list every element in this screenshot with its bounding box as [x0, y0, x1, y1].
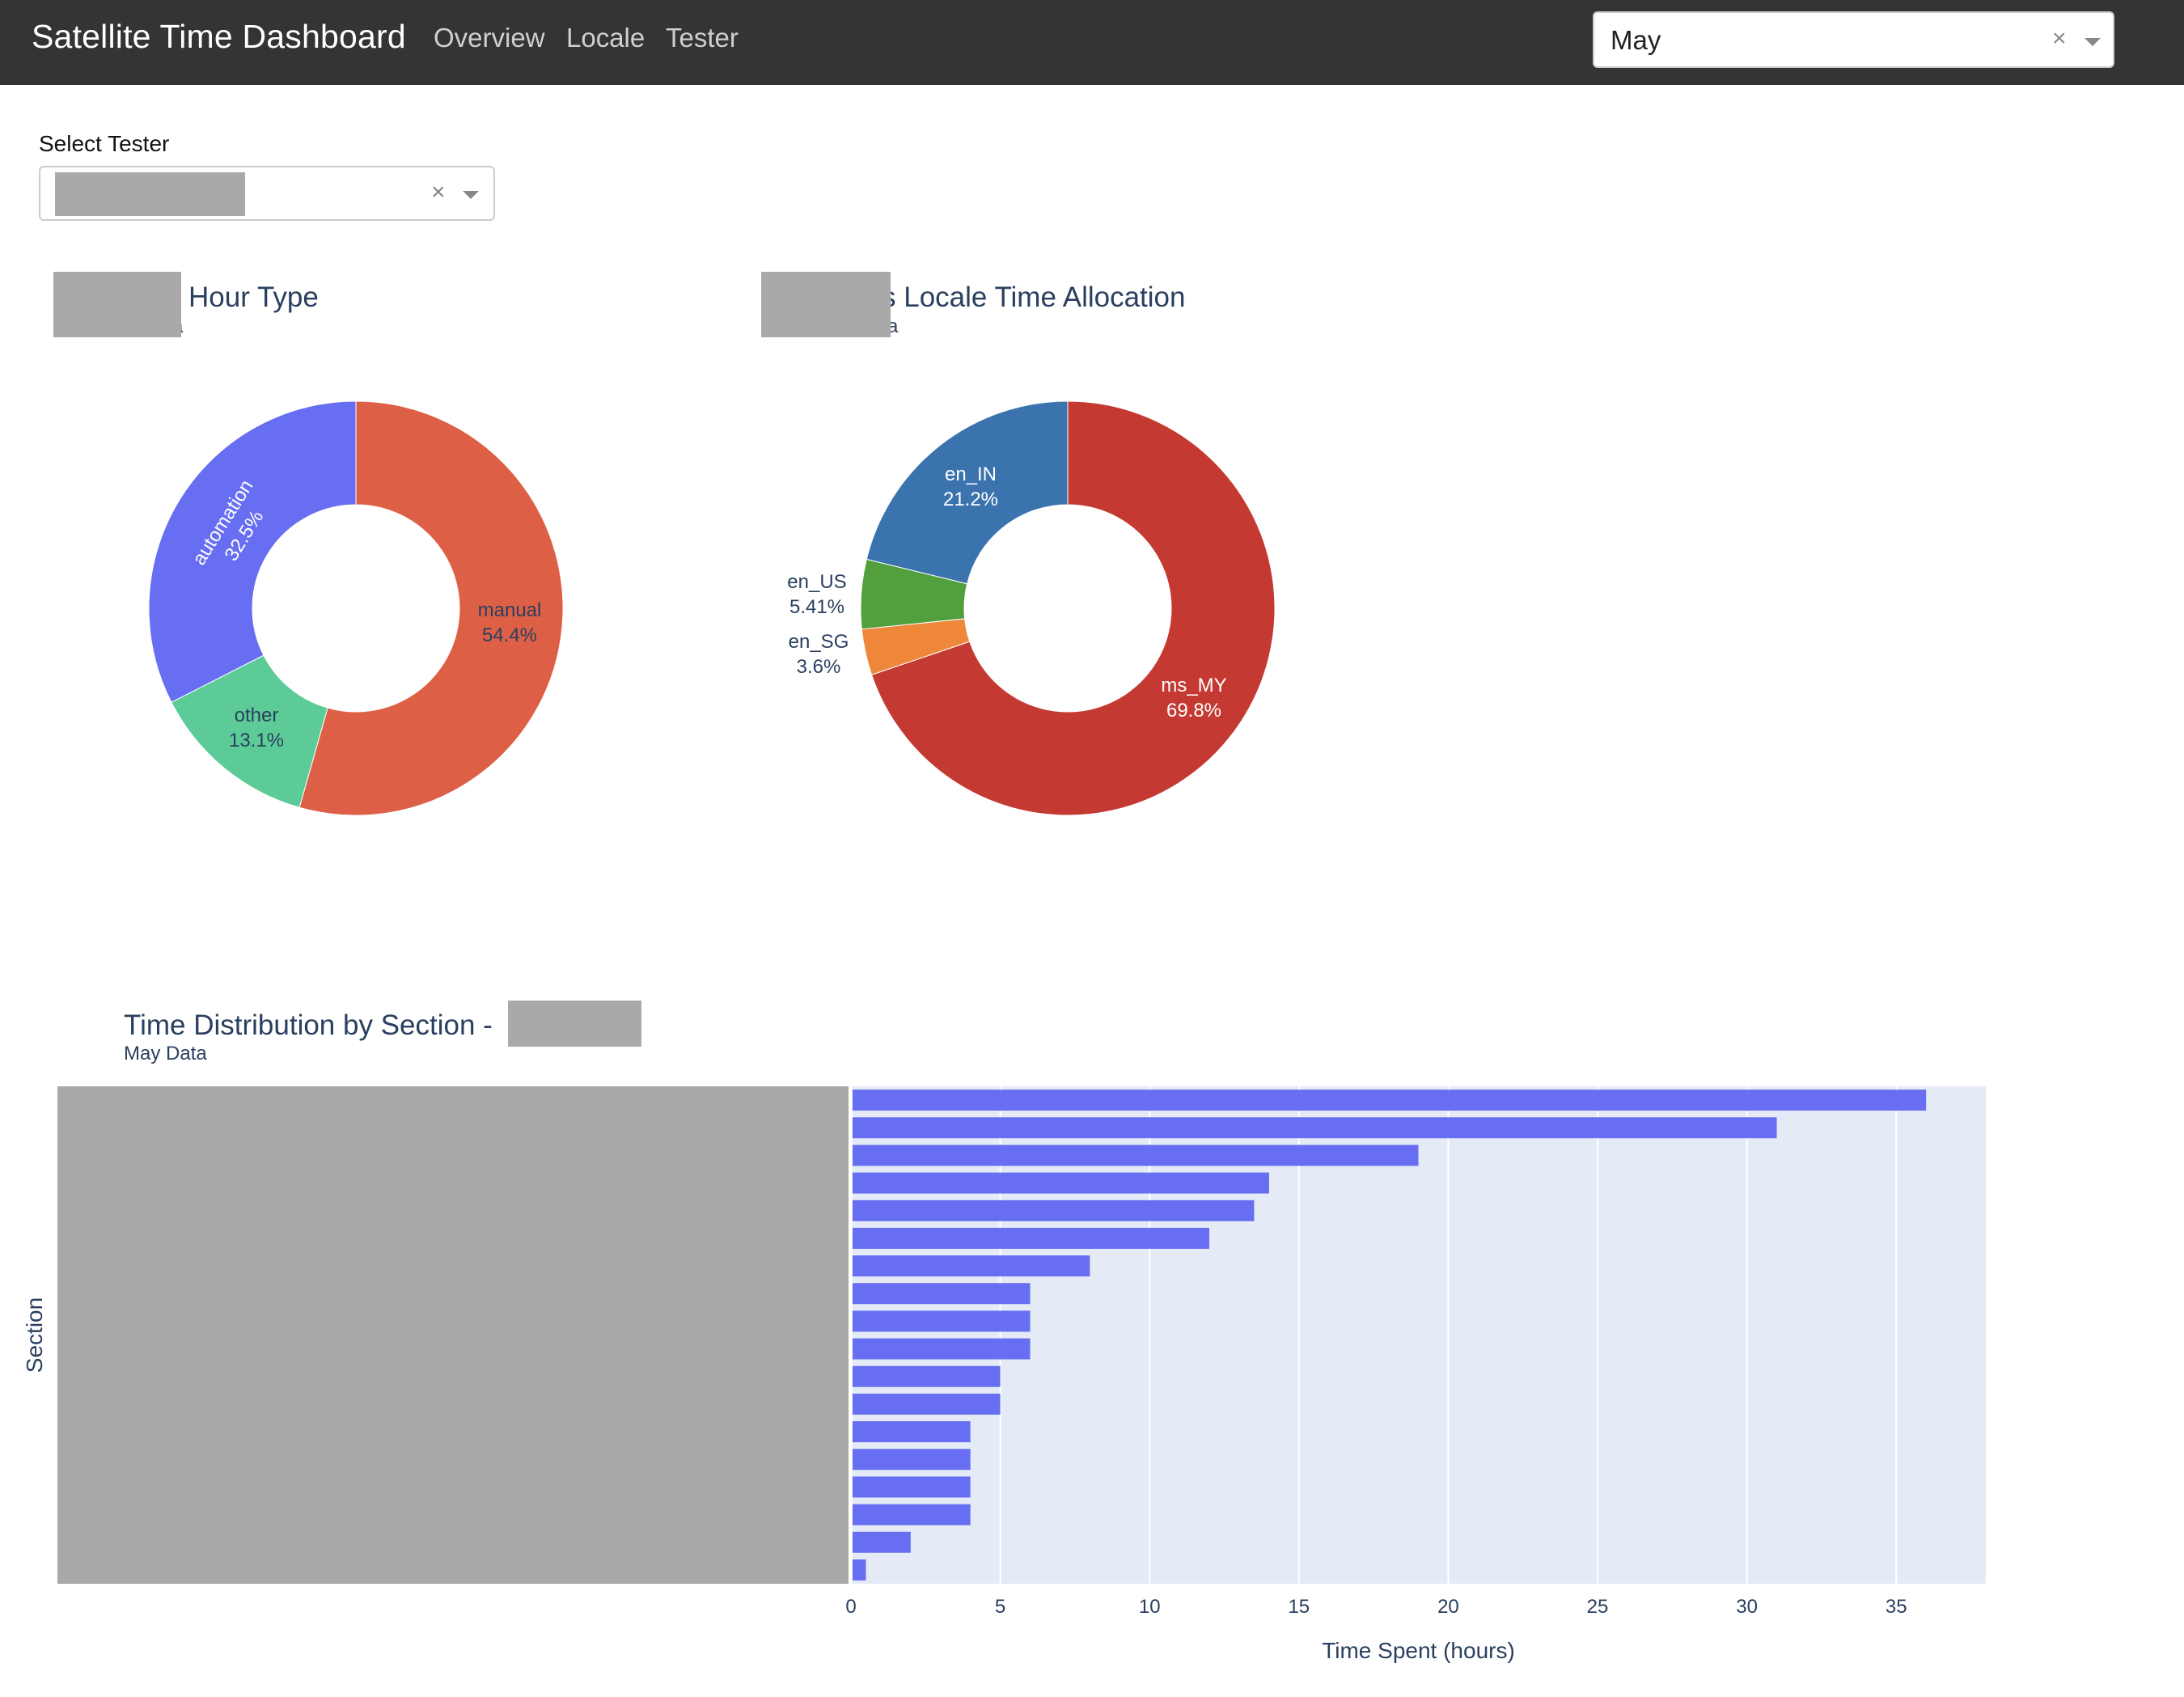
locale-slice-en-in[interactable] — [866, 400, 1069, 585]
redacted-tester-in-title — [508, 1001, 641, 1047]
section-chart-title: Time Distribution by Section - — [124, 1009, 493, 1041]
x-tick-label: 15 — [1288, 1596, 1310, 1618]
locale-label-en-us: en_US 5.41% — [787, 571, 846, 618]
tester-dropdown-chevron-icon[interactable] — [463, 191, 479, 199]
hour-type-label-other: other 13.1% — [229, 705, 284, 751]
y-axis-label: Section — [22, 1297, 47, 1373]
month-clear-icon[interactable]: × — [2052, 25, 2067, 52]
redacted-tester-name — [55, 172, 245, 216]
section-bar[interactable] — [853, 1283, 1031, 1305]
locale-label-ms-my: ms_MY 69.8% — [1161, 675, 1226, 722]
locale-slice-ms-my[interactable] — [870, 400, 1276, 816]
section-bar-chart: 0 5 10 15 20 25 30 35 Time Spent (hours) Section — [22, 1086, 1986, 1663]
svg-text:en_US5.41%: en_US 5.41% — [787, 571, 846, 618]
locale-label-en-in: en_IN 21.2% — [943, 463, 998, 510]
x-tick-label: 25 — [1587, 1596, 1609, 1618]
hour-type-label-manual: manual 54.4% — [478, 599, 542, 646]
x-tick-label: 5 — [995, 1596, 1005, 1618]
tester-clear-icon[interactable]: × — [431, 179, 446, 205]
x-tick-label: 0 — [845, 1596, 856, 1618]
redacted-chart-title-prefix-2 — [761, 272, 891, 337]
svg-text:en_SG3.6%: en_SG 3.6% — [789, 631, 849, 678]
section-bar[interactable] — [853, 1531, 911, 1553]
x-tick-label: 35 — [1886, 1596, 1907, 1618]
section-bar[interactable] — [853, 1227, 1210, 1249]
month-dropdown-chevron-icon[interactable] — [2085, 38, 2101, 46]
section-bar[interactable] — [853, 1255, 1090, 1277]
section-bar[interactable] — [853, 1476, 971, 1498]
section-bar[interactable] — [853, 1421, 971, 1443]
section-bar[interactable] — [853, 1200, 1255, 1221]
app-title[interactable]: Satellite Time Dashboard — [32, 18, 406, 55]
month-dropdown-value: May — [1610, 25, 1661, 55]
x-tick-label: 10 — [1139, 1596, 1161, 1618]
section-bar[interactable] — [853, 1365, 1001, 1387]
section-chart-subtitle: May Data — [124, 1043, 207, 1064]
locale-chart-title: s Locale Time Allocation — [882, 281, 1186, 313]
tester-select-label: Select Tester — [39, 131, 170, 156]
hour-type-chart-title: Hour Type — [188, 281, 319, 313]
section-bar[interactable] — [853, 1449, 971, 1471]
hour-type-slice-manual[interactable] — [298, 400, 564, 816]
hour-type-slice-automation[interactable] — [148, 400, 357, 703]
nav-overview[interactable]: Overview — [434, 23, 545, 53]
nav-locale[interactable]: Locale — [566, 23, 645, 53]
month-dropdown[interactable]: May × — [1593, 11, 2114, 68]
hour-type-donut-chart: manual 54.4%other 13.1%automation32.5% — [148, 400, 564, 816]
section-bar[interactable] — [853, 1172, 1269, 1194]
x-tick-label: 30 — [1736, 1596, 1758, 1618]
section-bar[interactable] — [853, 1090, 1927, 1111]
x-tick-label: 20 — [1437, 1596, 1459, 1618]
tester-dropdown[interactable]: × — [39, 166, 495, 221]
section-bar[interactable] — [853, 1145, 1419, 1166]
section-bar[interactable] — [853, 1338, 1031, 1360]
nav-tester[interactable]: Tester — [666, 23, 739, 53]
section-bar[interactable] — [853, 1393, 1001, 1415]
locale-donut-chart: ms_MY 69.8% en_SG 3.6% en_US 5.41% en_IN 21.2% — [787, 400, 1276, 816]
section-bar[interactable] — [853, 1504, 971, 1526]
section-bar[interactable] — [853, 1310, 1031, 1332]
section-bar[interactable] — [853, 1559, 866, 1581]
redacted-section-labels — [57, 1086, 849, 1584]
top-navbar: Satellite Time Dashboard Overview Locale… — [0, 0, 2184, 85]
locale-label-en-sg: en_SG 3.6% — [789, 631, 849, 678]
section-bar[interactable] — [853, 1117, 1777, 1139]
x-axis-label: Time Spent (hours) — [1322, 1638, 1515, 1663]
bar-plot-area — [851, 1086, 1986, 1584]
redacted-chart-title-prefix — [53, 272, 181, 337]
